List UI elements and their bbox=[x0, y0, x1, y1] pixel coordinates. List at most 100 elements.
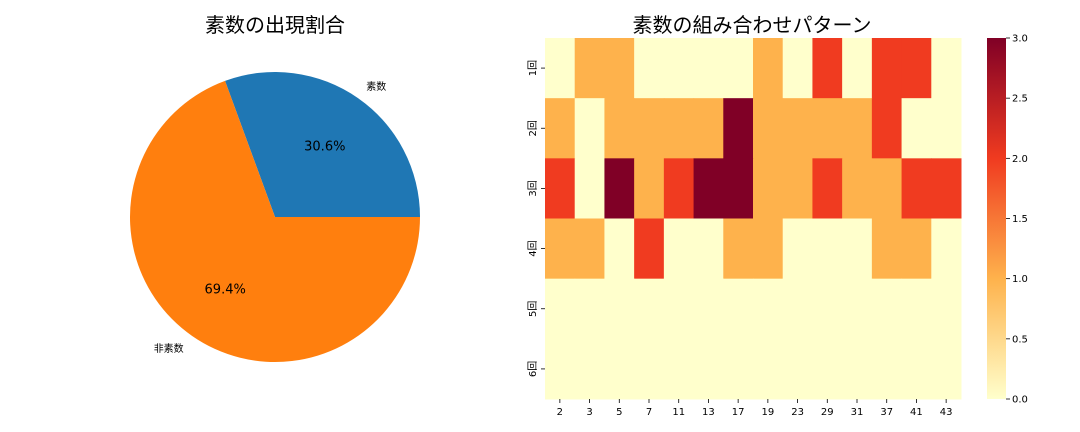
heatmap-cell-1-4 bbox=[663, 98, 695, 159]
heatmap-cell-2-13 bbox=[931, 158, 962, 219]
heatmap-cell-0-5 bbox=[693, 38, 724, 99]
heatmap-x-axis: 2 3 5 7 11 13 17 19 23 29 31 37 41 43 bbox=[557, 399, 953, 418]
heatmap-cell-2-2 bbox=[604, 158, 635, 219]
heatmap-cell-5-5 bbox=[693, 338, 724, 400]
heatmap-cell-0-2 bbox=[604, 38, 635, 99]
heatmap-cell-4-3 bbox=[634, 278, 665, 340]
colorbar-ticks: 0.0 0.5 1.0 1.5 2.0 2.5 3.0 bbox=[1006, 34, 1028, 406]
heatmap-cell-5-0 bbox=[545, 338, 576, 400]
x-tick-label-13: 43 bbox=[940, 407, 953, 418]
colorbar: 0.0 0.5 1.0 1.5 2.0 2.5 3.0 bbox=[987, 34, 1028, 406]
colorbar-tick-label-1: 0.5 bbox=[1012, 334, 1028, 345]
heatmap-cell-5-13 bbox=[931, 338, 962, 400]
colorbar-gradient bbox=[987, 38, 1006, 399]
heatmap-cell-2-6 bbox=[723, 158, 754, 219]
heatmap-cell-1-12 bbox=[901, 98, 932, 159]
heatmap-cell-2-0 bbox=[545, 158, 576, 219]
heatmap-title: 素数の組み合わせパターン bbox=[633, 13, 872, 37]
heatmap-cell-4-1 bbox=[574, 278, 605, 340]
x-tick-label-1: 3 bbox=[586, 407, 592, 418]
heatmap-cell-3-5 bbox=[693, 218, 724, 280]
heatmap-cell-1-13 bbox=[931, 98, 962, 159]
heatmap-cell-2-5 bbox=[693, 158, 724, 219]
heatmap-cell-0-3 bbox=[634, 38, 665, 99]
heatmap-cell-5-9 bbox=[812, 338, 843, 400]
x-tick-label-12: 41 bbox=[910, 407, 923, 418]
y-tick-label-3: 4回 bbox=[527, 240, 539, 256]
x-tick-label-5: 13 bbox=[702, 407, 715, 418]
heatmap-cell-3-11 bbox=[871, 218, 903, 280]
heatmap-cell-4-12 bbox=[901, 278, 932, 340]
heatmap-cell-4-6 bbox=[723, 278, 754, 340]
y-tick-label-0: 1回 bbox=[527, 60, 539, 76]
heatmap-cell-2-7 bbox=[753, 158, 784, 219]
heatmap-cell-0-9 bbox=[812, 38, 843, 99]
heatmap-cell-2-3 bbox=[634, 158, 665, 219]
heatmap-cell-4-4 bbox=[663, 278, 695, 340]
heatmap-cell-1-11 bbox=[871, 98, 903, 159]
colorbar-tick-label-6: 3.0 bbox=[1012, 34, 1028, 45]
heatmap-cell-1-10 bbox=[842, 98, 873, 159]
heatmap-cell-1-7 bbox=[753, 98, 784, 159]
heatmap-cell-3-7 bbox=[753, 218, 784, 280]
y-tick-label-2: 3回 bbox=[527, 180, 539, 196]
pie-percent-label-1: 69.4% bbox=[205, 282, 246, 297]
heatmap-cell-3-2 bbox=[604, 218, 635, 280]
heatmap-cell-1-2 bbox=[604, 98, 635, 159]
heatmap-cell-5-12 bbox=[901, 338, 932, 400]
heatmap-cell-2-12 bbox=[901, 158, 932, 219]
pie-title: 素数の出現割合 bbox=[205, 13, 345, 37]
heatmap-cell-0-13 bbox=[931, 38, 962, 99]
x-tick-label-9: 29 bbox=[821, 407, 834, 418]
heatmap-cell-3-1 bbox=[574, 218, 605, 280]
heatmap-cell-1-1 bbox=[574, 98, 605, 159]
heatmap-cell-1-6 bbox=[723, 98, 754, 159]
heatmap-cell-0-10 bbox=[842, 38, 873, 99]
x-tick-label-4: 11 bbox=[672, 407, 685, 418]
heatmap-cell-5-3 bbox=[634, 338, 665, 400]
pie-category-label-1: 非素数 bbox=[154, 342, 184, 355]
heatmap-cell-0-4 bbox=[663, 38, 695, 99]
pie-slice-0 bbox=[225, 71, 420, 218]
heatmap-cell-0-12 bbox=[901, 38, 932, 99]
heatmap-cell-3-6 bbox=[723, 218, 754, 280]
y-tick-label-5: 6回 bbox=[527, 361, 539, 377]
heatmap-cell-1-9 bbox=[812, 98, 843, 159]
heatmap-cell-1-0 bbox=[545, 98, 576, 159]
heatmap-cell-2-4 bbox=[663, 158, 695, 219]
heatmap-cell-4-0 bbox=[545, 278, 576, 340]
heatmap-cell-2-10 bbox=[842, 158, 873, 219]
x-tick-label-2: 5 bbox=[616, 407, 622, 418]
colorbar-tick-label-0: 0.0 bbox=[1012, 395, 1028, 406]
heatmap-cell-1-3 bbox=[634, 98, 665, 159]
x-tick-label-3: 7 bbox=[646, 407, 652, 418]
heatmap-cell-3-3 bbox=[634, 218, 665, 280]
heatmap-cell-3-4 bbox=[663, 218, 695, 280]
heatmap-cell-4-8 bbox=[782, 278, 813, 340]
heatmap-cell-1-5 bbox=[693, 98, 724, 159]
heatmap-cell-4-9 bbox=[812, 278, 843, 340]
heatmap-cell-0-0 bbox=[545, 38, 576, 99]
heatmap-cell-4-13 bbox=[931, 278, 962, 340]
pie-category-label-0: 素数 bbox=[366, 80, 386, 93]
pie-slices: 30.6% 素数 69.4% 非素数 bbox=[130, 71, 420, 362]
heatmap-cell-3-9 bbox=[812, 218, 843, 280]
heatmap-cell-4-7 bbox=[753, 278, 784, 340]
heatmap-y-axis: 1回 2回 3回 4回 5回 6回 bbox=[527, 60, 545, 377]
pie-percent-label-0: 30.6% bbox=[304, 140, 345, 155]
heatmap-cell-0-8 bbox=[782, 38, 813, 99]
heatmap-cell-5-7 bbox=[753, 338, 784, 400]
heatmap-cell-4-2 bbox=[604, 278, 635, 340]
heatmap-chart: 素数の組み合わせパターン 2 3 5 7 11 13 17 19 23 29 31 37 41 43 1回… bbox=[527, 13, 962, 418]
heatmap-cell-3-8 bbox=[782, 218, 813, 280]
x-tick-label-6: 17 bbox=[732, 407, 745, 418]
pie-slice-1 bbox=[130, 80, 420, 362]
heatmap-cell-5-6 bbox=[723, 338, 754, 400]
colorbar-tick-label-5: 2.5 bbox=[1012, 94, 1028, 105]
heatmap-cell-3-0 bbox=[545, 218, 576, 280]
heatmap-cells bbox=[545, 38, 962, 400]
heatmap-cell-2-8 bbox=[782, 158, 813, 219]
heatmap-cell-5-11 bbox=[871, 338, 903, 400]
pie-chart: 素数の出現割合 30.6% 素数 69.4% 非素数 bbox=[130, 13, 420, 362]
